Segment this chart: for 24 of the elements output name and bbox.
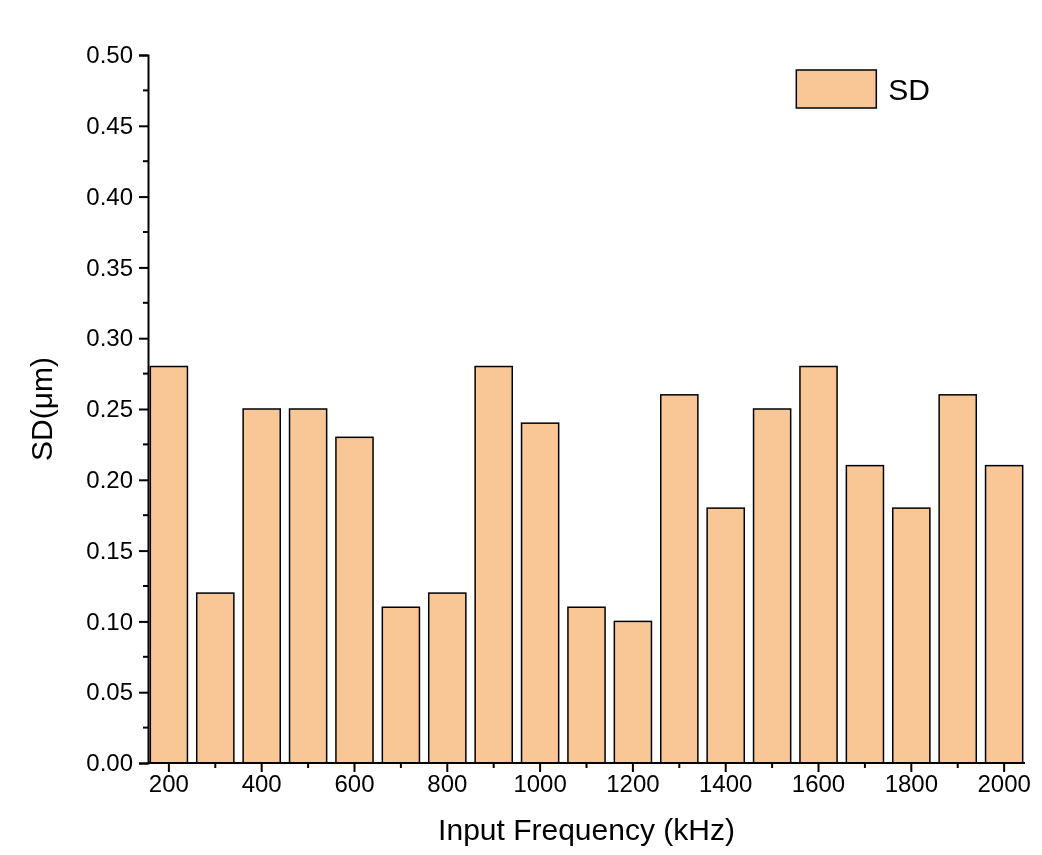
y-tick-label: 0.35 — [86, 253, 133, 281]
y-tick-label: 0.30 — [86, 324, 133, 352]
x-tick-label: 1200 — [606, 770, 660, 798]
y-tick-label: 0.05 — [86, 678, 133, 706]
x-tick-label: 200 — [148, 770, 189, 798]
x-tick-label: 1800 — [884, 770, 939, 798]
legend-label: SD — [888, 73, 930, 106]
y-tick-label: 0.00 — [86, 749, 133, 777]
y-tick-label: 0.50 — [86, 41, 133, 69]
y-tick-label: 0.40 — [86, 182, 133, 210]
x-tick-label: 800 — [427, 770, 468, 798]
x-tick-label: 2000 — [977, 770, 1031, 798]
x-tick-label: 1000 — [513, 770, 567, 798]
y-tick-label: 0.45 — [86, 111, 133, 139]
y-tick-label: 0.10 — [86, 607, 133, 635]
x-tick-label: 1400 — [699, 770, 753, 798]
y-tick-label: 0.15 — [86, 536, 133, 564]
y-axis-title: SD(μm) — [25, 357, 58, 461]
y-tick-label: 0.25 — [86, 395, 133, 423]
x-tick-label: 1600 — [791, 770, 846, 798]
x-axis-title: Input Frequency (kHz) — [438, 813, 735, 846]
x-tick-label: 400 — [241, 770, 282, 798]
y-tick-label: 0.20 — [86, 465, 133, 493]
x-tick-label: 600 — [334, 770, 375, 798]
